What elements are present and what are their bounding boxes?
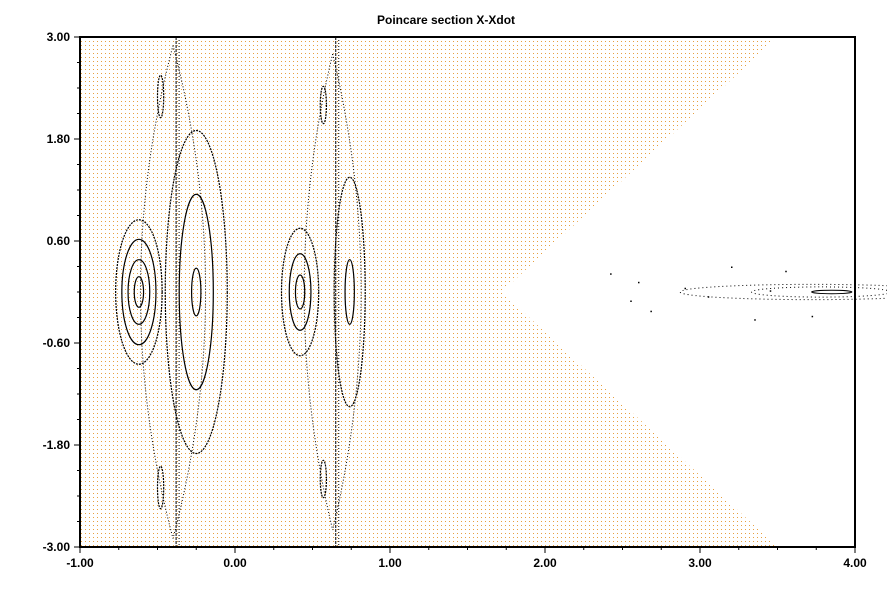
- data-point: [707, 296, 710, 298]
- x-tick-label: 2.00: [533, 556, 557, 570]
- orbit-curve: [133, 276, 145, 308]
- orbit-curve: [115, 219, 163, 365]
- separatrix-curve: [332, 53, 362, 531]
- orbit-curve: [319, 85, 328, 125]
- x-tick-label: 3.00: [688, 556, 712, 570]
- orbit-curve: [164, 129, 228, 455]
- orbit-curve: [121, 238, 157, 346]
- x-tick-label: 1.00: [378, 556, 402, 570]
- flat-orbit-curve: [679, 283, 887, 301]
- orbit-curve: [156, 74, 165, 119]
- orbit-curve: [319, 459, 328, 499]
- data-point: [754, 319, 756, 321]
- data-point: [610, 273, 612, 275]
- y-tick-label: 1.80: [47, 132, 71, 146]
- orbit-curve: [280, 227, 320, 357]
- data-point: [630, 300, 632, 302]
- data-point: [638, 281, 640, 284]
- y-tick-label: 3.00: [47, 30, 71, 44]
- orbit-curve: [344, 259, 355, 325]
- axes: -1.00 0.00 1.00 2.00 3.00 4.00 -3.00 -1.80 -0.60…: [43, 30, 867, 570]
- y-tick-label: -1.80: [43, 438, 71, 452]
- data-point: [811, 315, 814, 318]
- separatrix-curve: [140, 45, 174, 539]
- orbit-curve: [333, 176, 366, 408]
- x-tick-label: 4.00: [843, 556, 867, 570]
- separatrix-curve: [172, 45, 206, 539]
- y-tick-label: -0.60: [43, 336, 71, 350]
- data-point: [650, 310, 652, 313]
- data-point: [785, 270, 787, 273]
- orbit-curve: [156, 465, 165, 510]
- separatrix-curve: [303, 53, 334, 531]
- data-point: [731, 266, 733, 268]
- y-tick-label: 0.60: [47, 234, 71, 248]
- y-tick-label: -3.00: [43, 540, 71, 554]
- data-point: [684, 287, 686, 290]
- x-tick-label: 0.00: [223, 556, 247, 570]
- orbit-curve: [127, 259, 151, 325]
- orbit-curve: [294, 274, 306, 310]
- flat-orbit-curve: [751, 286, 887, 298]
- flat-orbit-curve: [811, 289, 853, 295]
- orbit-curve: [288, 253, 312, 331]
- orbit-curve: [191, 267, 202, 317]
- shaded-region: [80, 37, 778, 547]
- x-tick-label: -1.00: [66, 556, 94, 570]
- plot-area: [80, 37, 887, 547]
- data-point: [769, 290, 772, 292]
- chart-title: Poincare section X-Xdot: [377, 13, 515, 27]
